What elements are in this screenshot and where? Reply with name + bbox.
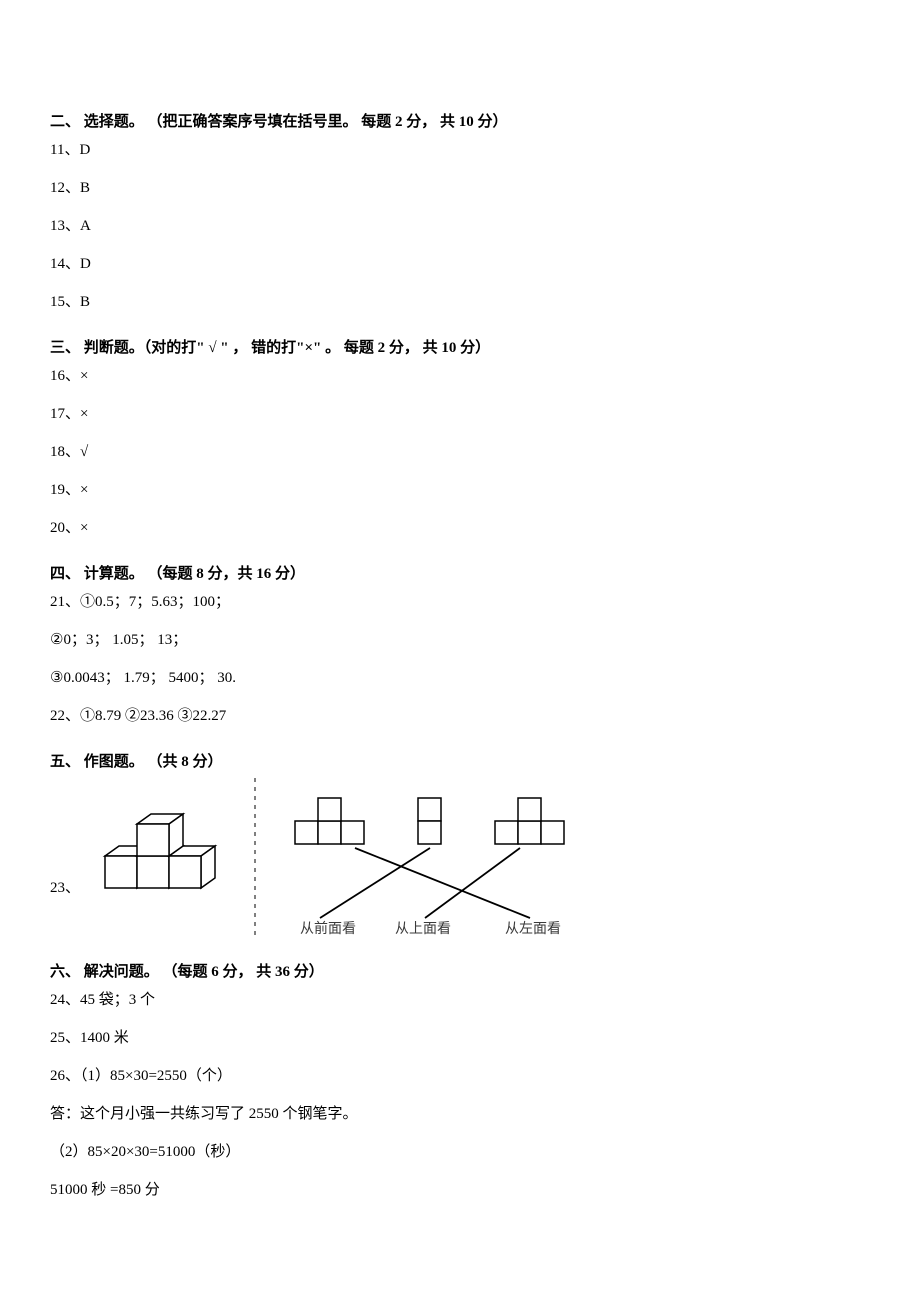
svg-text:从上面看: 从上面看 xyxy=(395,921,451,937)
section-3-title: 三、 判断题。（对的打" √ " ， 错的打"×" 。 每题 2 分， 共 10… xyxy=(50,336,870,360)
section-2-title: 二、 选择题。 （把正确答案序号填在括号里。 每题 2 分， 共 10 分） xyxy=(50,110,870,134)
section-5-title: 五、 作图题。 （共 8 分） xyxy=(50,750,870,774)
q23-diagram: 从前面看 从上面看 从左面看 xyxy=(85,778,575,938)
answer-24: 24、45 袋；3 个 xyxy=(50,988,870,1012)
answer-15: 15、B xyxy=(50,290,870,314)
answer-20: 20、× xyxy=(50,516,870,540)
answer-18: 18、√ xyxy=(50,440,870,464)
answer-26-3: 51000 秒 =850 分 xyxy=(50,1178,870,1202)
answer-13: 13、A xyxy=(50,214,870,238)
svg-text:从左面看: 从左面看 xyxy=(505,921,561,937)
answer-21-2: ②0；3； 1.05； 13； xyxy=(50,628,870,652)
answer-25: 25、1400 米 xyxy=(50,1026,870,1050)
answer-22: 22、①8.79 ②23.36 ③22.27 xyxy=(50,704,870,728)
answer-11: 11、D xyxy=(50,138,870,162)
answer-26-1: 26、（1）85×30=2550（个） xyxy=(50,1064,870,1088)
answer-19: 19、× xyxy=(50,478,870,502)
answer-17: 17、× xyxy=(50,402,870,426)
answer-21-3: ③0.0043； 1.79； 5400； 30. xyxy=(50,666,870,690)
svg-text:从前面看: 从前面看 xyxy=(300,920,356,937)
q23-diagram-row: 23、 从前面看 从上面看 从左面看 xyxy=(50,778,870,938)
answer-21-1: 21、①0.5；7；5.63；100； xyxy=(50,590,870,614)
answer-12: 12、B xyxy=(50,176,870,200)
q23-label: 23、 xyxy=(50,876,80,900)
answer-26-text: 答：这个月小强一共练习写了 2550 个钢笔字。 xyxy=(50,1102,870,1126)
section-4-title: 四、 计算题。 （每题 8 分，共 16 分） xyxy=(50,562,870,586)
answer-16: 16、× xyxy=(50,364,870,388)
answer-14: 14、D xyxy=(50,252,870,276)
answer-26-2: （2）85×20×30=51000（秒） xyxy=(50,1140,870,1164)
section-6-title: 六、 解决问题。 （每题 6 分， 共 36 分） xyxy=(50,960,870,984)
